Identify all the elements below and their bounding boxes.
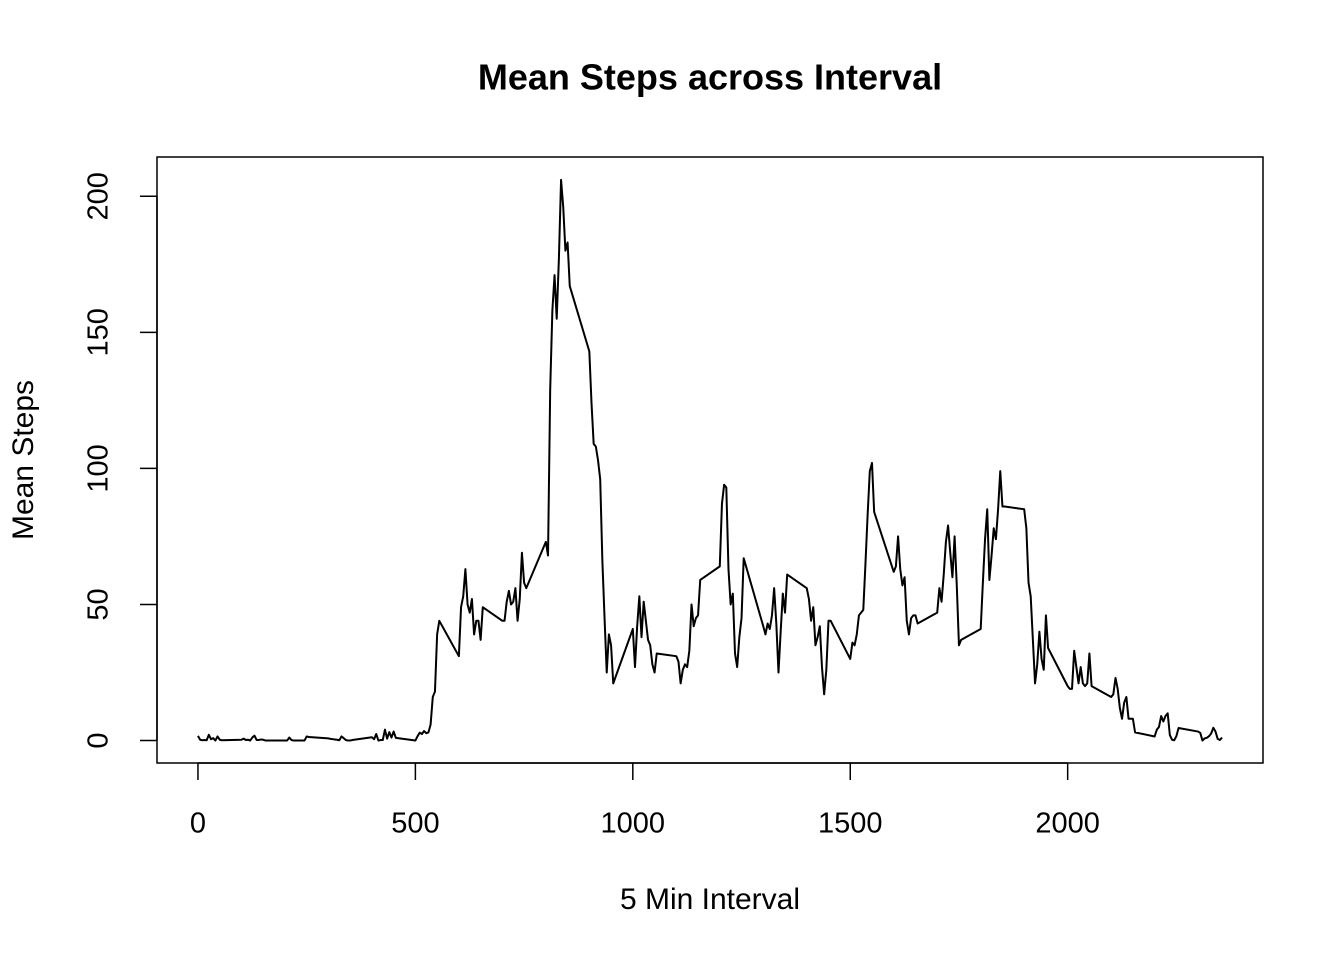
plot-frame bbox=[156, 156, 1264, 764]
x-tick-label: 1000 bbox=[601, 808, 666, 840]
y-tick-label: 0 bbox=[83, 732, 115, 748]
x-tick-label: 0 bbox=[190, 808, 206, 840]
x-axis-label: 5 Min Interval bbox=[620, 883, 800, 916]
y-tick-label: 50 bbox=[83, 588, 115, 620]
x-tick-label: 2000 bbox=[1035, 808, 1100, 840]
chart-title: Mean Steps across Interval bbox=[478, 57, 942, 98]
y-tick-label: 200 bbox=[83, 172, 115, 220]
y-tick-label: 100 bbox=[83, 444, 115, 492]
x-tick-label: 500 bbox=[391, 808, 439, 840]
y-tick-label: 150 bbox=[83, 308, 115, 356]
y-axis-label: Mean Steps bbox=[7, 380, 40, 540]
x-tick-label: 1500 bbox=[818, 808, 883, 840]
data-line bbox=[197, 178, 1223, 742]
